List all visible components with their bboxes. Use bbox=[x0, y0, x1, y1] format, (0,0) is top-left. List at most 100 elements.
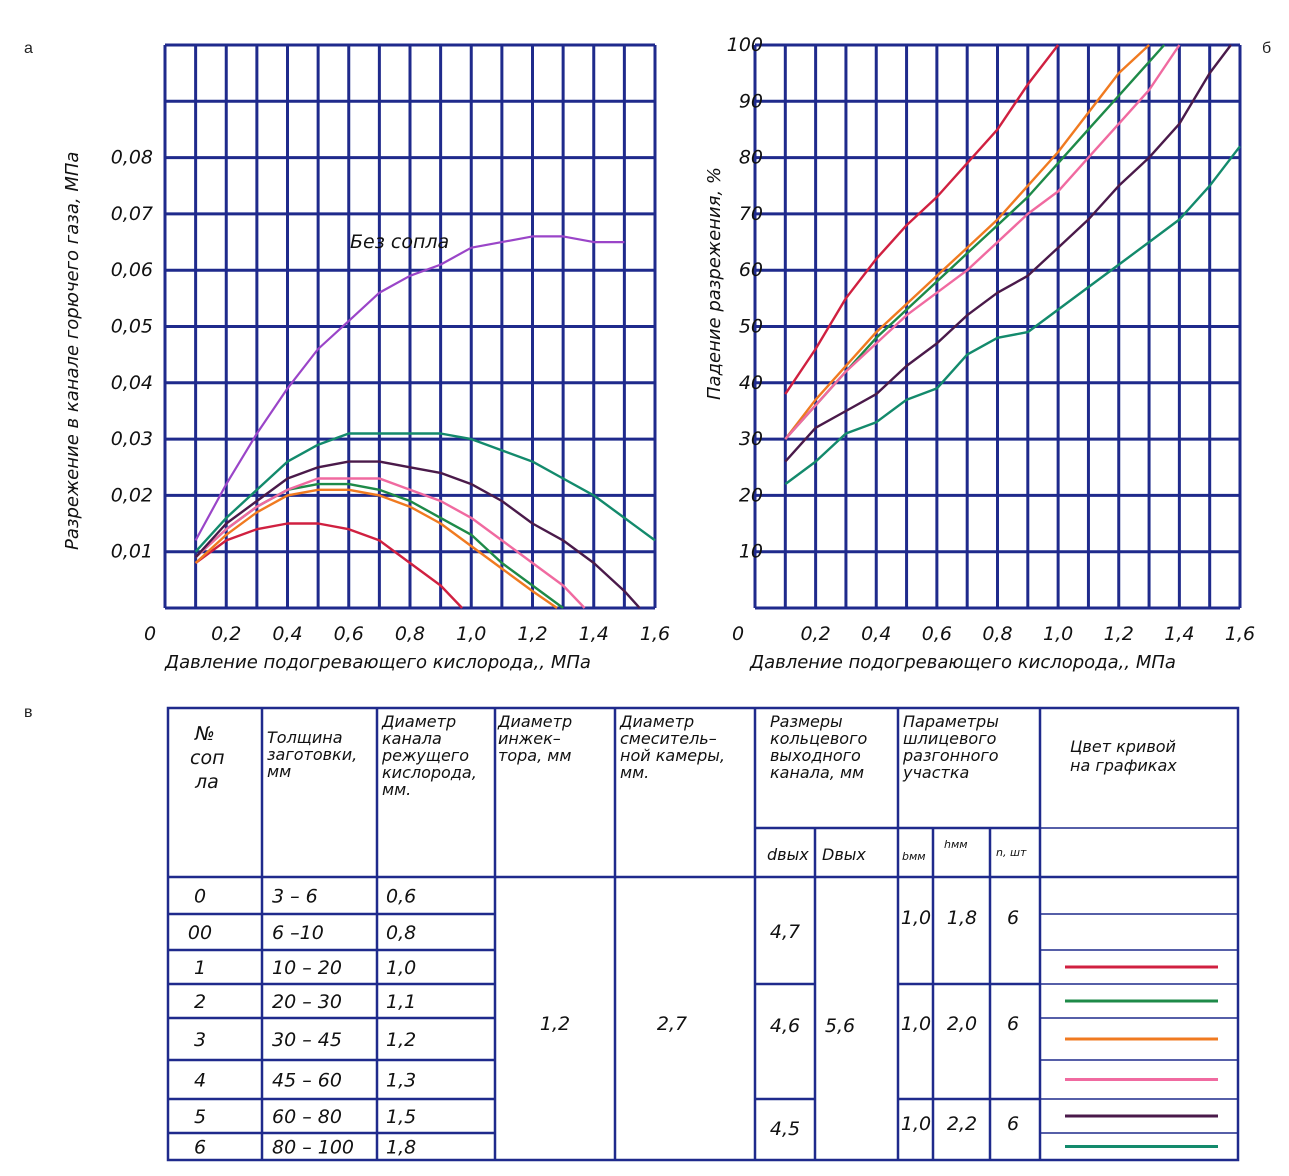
chart-b-ytick: 60 bbox=[739, 259, 763, 281]
table-cell-n: 4 bbox=[194, 1070, 206, 1092]
table-cell-thickness: 20 – 30 bbox=[272, 991, 342, 1013]
table-header-n: ла bbox=[194, 771, 219, 793]
table-cell-slit-h: 1,8 bbox=[947, 907, 977, 929]
panel-label-a: а bbox=[24, 40, 33, 57]
table-header-slit: участка bbox=[902, 763, 969, 782]
chart-a-xtick: 0,2 bbox=[211, 623, 241, 645]
table-cell-thickness: 30 – 45 bbox=[272, 1029, 342, 1051]
table-cell-n: 6 bbox=[194, 1137, 206, 1159]
chart-a-ytick: 0,06 bbox=[111, 259, 153, 281]
table-cell-cut-diameter: 1,2 bbox=[386, 1029, 416, 1051]
table-header-injector: тора, мм bbox=[498, 746, 571, 765]
table-cell-cut-diameter: 0,8 bbox=[386, 922, 416, 944]
table-cell-thickness: 45 – 60 bbox=[272, 1070, 342, 1092]
chart-b-ytick: 50 bbox=[739, 316, 763, 338]
chart-b-ylabel: Падение разрежения, % bbox=[704, 167, 725, 400]
table-header-injector: инжек– bbox=[498, 729, 561, 748]
table-header-slit-b: bмм bbox=[902, 850, 926, 863]
table-header-cut-diameter: Диаметр bbox=[381, 712, 456, 731]
chart-a-ytick: 0,02 bbox=[111, 484, 153, 506]
chart-b-xtick: 0,6 bbox=[922, 623, 952, 645]
chart-a-xtick: 0 bbox=[144, 623, 156, 645]
table-cell-thickness: 60 – 80 bbox=[272, 1106, 342, 1128]
chart-a-ytick: 0,03 bbox=[111, 428, 153, 450]
chart-b-series-1 bbox=[784, 44, 1060, 395]
table-header-n: соп bbox=[190, 747, 225, 769]
chart-b-ytick: 20 bbox=[739, 484, 763, 506]
chart-a-ticks: 0 0,2 0,4 0,6 0,8 1,0 1,2 1,4 1,6 0,01 0,02 0,03 0,0… bbox=[111, 147, 670, 645]
chart-b-ytick: 70 bbox=[739, 203, 763, 225]
table-cell-slit-h: 2,0 bbox=[947, 1013, 977, 1035]
chart-b-series-3 bbox=[784, 44, 1150, 440]
table-cell-slit-b: 1,0 bbox=[901, 907, 931, 929]
table-cell-injector: 1,2 bbox=[540, 1013, 570, 1035]
chart-b-xtick: 1,2 bbox=[1104, 623, 1134, 645]
chart-a-ytick: 0,05 bbox=[111, 316, 153, 338]
table-header-ring-D: Dвых bbox=[822, 845, 866, 864]
panel-label-b: б bbox=[1262, 40, 1272, 57]
chart-a-ytick: 0,04 bbox=[111, 372, 153, 394]
table-cell-cut-diameter: 1,5 bbox=[386, 1106, 416, 1128]
table-cell-n: 5 bbox=[194, 1106, 206, 1128]
table-text: №соплаТолщиназаготовки,ммДиаметрканаларе… bbox=[188, 712, 1218, 1159]
table-cell-cut-diameter: 1,0 bbox=[386, 957, 416, 979]
table-header-thickness: мм bbox=[267, 762, 291, 781]
chart-b-xtick: 1,6 bbox=[1225, 623, 1255, 645]
chart-b-ytick: 30 bbox=[739, 428, 763, 450]
table-header-slit: Параметры bbox=[903, 712, 999, 731]
chart-a-xlabel: Давление подогревающего кислорода,, МПа bbox=[164, 652, 591, 673]
table-cell-n: 0 bbox=[194, 886, 206, 908]
table-lines bbox=[166, 706, 1240, 1162]
chart-a-series-4 bbox=[194, 477, 586, 609]
table-header-color: на графиках bbox=[1070, 756, 1177, 775]
table-cell-cut-diameter: 1,3 bbox=[386, 1070, 416, 1092]
table-header-ring: канала, мм bbox=[770, 763, 864, 782]
chart-a-ylabel: Разрежение в канале горючего газа, МПа bbox=[62, 152, 83, 550]
table-cell-D-out: 5,6 bbox=[825, 1015, 855, 1037]
table-cell-thickness: 6 –10 bbox=[272, 922, 324, 944]
table-cell-n: 1 bbox=[194, 957, 206, 979]
chart-b-series-4 bbox=[784, 44, 1181, 440]
table-cell-slit-n: 6 bbox=[1007, 1013, 1019, 1035]
table-cell-d-out: 4,6 bbox=[770, 1015, 800, 1037]
table-cell-n: 2 bbox=[194, 991, 206, 1013]
chart-b-xtick: 0,2 bbox=[801, 623, 831, 645]
chart-b-series-5 bbox=[784, 44, 1232, 463]
chart-a-ytick: 0,07 bbox=[111, 203, 153, 225]
table-header-mixer: мм. bbox=[620, 763, 649, 782]
table-header-cut-diameter: мм. bbox=[382, 780, 411, 799]
chart-b-grid bbox=[753, 43, 1242, 610]
table-header-mixer: Диаметр bbox=[619, 712, 694, 731]
table-cell-slit-n: 6 bbox=[1007, 1113, 1019, 1135]
table-header-n: № bbox=[194, 723, 215, 745]
chart-b-xtick: 0,4 bbox=[861, 623, 891, 645]
chart-a-xtick: 1,0 bbox=[456, 623, 486, 645]
table-header-slit-h: hмм bbox=[944, 838, 968, 851]
table-cell-slit-b: 1,0 bbox=[901, 1013, 931, 1035]
table-header-slit: шлицевого bbox=[903, 729, 997, 748]
chart-a-series-Без сопла bbox=[194, 235, 625, 541]
table-header-cut-diameter: режущего bbox=[381, 746, 469, 765]
table-header-cut-diameter: кислорода, bbox=[382, 763, 477, 782]
table-cell-thickness: 3 – 6 bbox=[272, 886, 318, 908]
chart-b-ytick: 90 bbox=[739, 90, 763, 112]
chart-b-series-6 bbox=[784, 145, 1241, 486]
table-cell-thickness: 10 – 20 bbox=[272, 957, 342, 979]
chart-a-xtick: 0,8 bbox=[395, 623, 425, 645]
table-header-injector: Диаметр bbox=[497, 712, 572, 731]
table-header-mixer: ной камеры, bbox=[620, 746, 725, 765]
table-cell-slit-n: 6 bbox=[1007, 907, 1019, 929]
table-header-slit-n: n, шт bbox=[996, 846, 1027, 859]
chart-a-series-1 bbox=[194, 522, 463, 609]
table-header-ring: кольцевого bbox=[770, 729, 867, 748]
table-cell-mixer: 2,7 bbox=[657, 1013, 687, 1035]
chart-b-ytick: 80 bbox=[739, 147, 763, 169]
table-cell-slit-h: 2,2 bbox=[947, 1113, 977, 1135]
table-cell-cut-diameter: 0,6 bbox=[386, 886, 416, 908]
chart-a-grid bbox=[163, 43, 657, 610]
chart-b-ticks: 0 0,2 0,4 0,6 0,8 1,0 1,2 1,4 1,6 10 20 30 40 50 60 70 8… bbox=[727, 34, 1255, 645]
table-cell-cut-diameter: 1,8 bbox=[386, 1137, 416, 1159]
table-header-thickness: заготовки, bbox=[267, 745, 357, 764]
